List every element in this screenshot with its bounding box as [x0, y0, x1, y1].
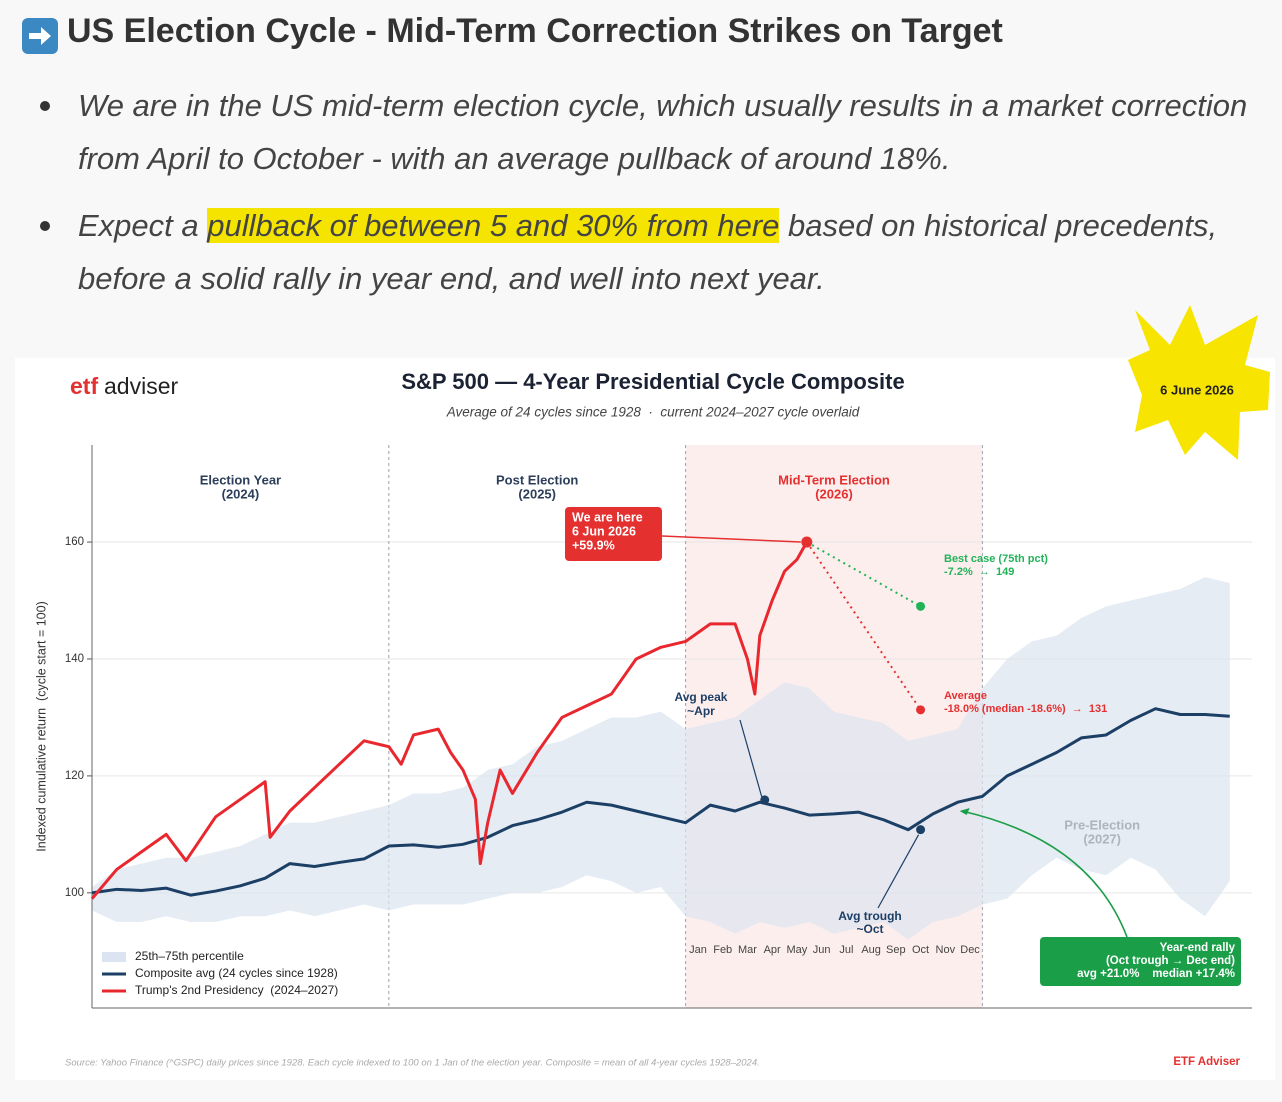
period-year: (2024): [222, 486, 260, 501]
annotation-point: [916, 825, 926, 835]
y-tick-label: 100: [65, 887, 84, 899]
annotation-arrow: [661, 535, 801, 543]
bullet: We are in the US mid-term election cycle…: [40, 79, 1263, 185]
annotation-text: -7.2% → 149: [944, 566, 1014, 578]
x-tick-label: Sep: [886, 944, 906, 956]
annotation-text: Avg peak: [675, 690, 728, 704]
percentile-band: [92, 577, 1230, 940]
annotation-text: ~Oct: [856, 922, 883, 936]
legend-label: Trump's 2nd Presidency (2024–2027): [135, 983, 338, 997]
x-tick-label: Aug: [861, 944, 881, 956]
date-badge: [1128, 305, 1270, 460]
annotation-text: ~Apr: [687, 704, 715, 718]
x-tick-label: Jun: [813, 944, 831, 956]
bullet-text: We are in the US mid-term election cycle…: [78, 88, 1248, 176]
brand-name: adviser: [104, 373, 178, 399]
chart-subtitle: Average of 24 cycles since 1928 · curren…: [446, 405, 860, 420]
credit: ETF Adviser: [1173, 1056, 1240, 1068]
chart-title: S&P 500 — 4-Year Presidential Cycle Comp…: [401, 369, 904, 394]
x-tick-label: Jul: [839, 944, 853, 956]
annotation-text: Average: [944, 690, 987, 702]
annotation-point: [916, 601, 926, 611]
annotation-text: We are here: [572, 510, 643, 524]
date-label: 6 June 2026: [1160, 382, 1234, 397]
y-tick-label: 140: [65, 653, 84, 665]
x-tick-label: Mar: [738, 944, 757, 956]
bullet: Expect a pullback of between 5 and 30% f…: [40, 199, 1263, 305]
x-tick-label: Nov: [936, 944, 956, 956]
annotation-text: (Oct trough → Dec end): [1106, 955, 1235, 967]
arrow-icon: [22, 18, 58, 54]
projection-line: [805, 541, 922, 711]
annotation-arrow: [877, 834, 920, 909]
x-tick-label: Feb: [713, 944, 732, 956]
legend-swatch: [102, 952, 126, 962]
annotation-arrow: [961, 810, 1128, 938]
arrow-head: [959, 807, 970, 815]
page-title: US Election Cycle - Mid-Term Correction …: [67, 12, 1003, 50]
period-label: Mid-Term Election: [778, 472, 890, 487]
x-tick-label: Jan: [689, 944, 707, 956]
period-year: (2026): [815, 486, 853, 501]
period-label: Election Year: [200, 472, 281, 487]
annotation-box: [565, 507, 662, 561]
legend-label: Composite avg (24 cycles since 1928): [135, 966, 338, 980]
x-tick-label: Oct: [912, 944, 929, 956]
series-line: [90, 541, 809, 900]
annotation-text: Avg trough: [838, 909, 902, 923]
legend-label: 25th–75th percentile: [135, 949, 244, 963]
highlight: pullback of between 5 and 30% from here: [207, 208, 780, 243]
bullet-text: based on historical precedents, before a…: [78, 208, 1218, 296]
period-label: Post Election: [496, 472, 578, 487]
annotation-point: [916, 705, 926, 715]
annotation-point: [801, 536, 813, 548]
annotation-point: [760, 795, 770, 805]
annotation-text: +59.9%: [572, 538, 615, 552]
y-tick-label: 120: [65, 770, 84, 782]
annotation-text: Best case (75th pct): [944, 553, 1048, 565]
brand-accent: etf: [70, 373, 98, 399]
annotation-text: Year-end rally: [1160, 942, 1236, 954]
projection-line: [806, 541, 922, 608]
annotation-text: -18.0% (median -18.6%) → 131: [944, 703, 1107, 715]
bullet-text: Expect a: [78, 208, 208, 243]
source-note: Source: Yahoo Finance (^GSPC) daily pric…: [65, 1058, 760, 1069]
annotation-text: 6 Jun 2026: [572, 524, 636, 538]
annotation-text: avg +21.0% median +17.4%: [1077, 968, 1235, 980]
annotation-arrow: [739, 719, 763, 798]
x-tick-label: Dec: [960, 944, 980, 956]
y-tick-label: 160: [65, 536, 84, 548]
y-axis-label: Indexed cumulative return (cycle start =…: [34, 601, 48, 851]
x-tick-label: Apr: [764, 944, 781, 956]
x-tick-label: May: [787, 944, 808, 956]
period-year: (2025): [518, 486, 556, 501]
annotation-box: [1040, 937, 1241, 986]
series-line: [91, 707, 1230, 897]
